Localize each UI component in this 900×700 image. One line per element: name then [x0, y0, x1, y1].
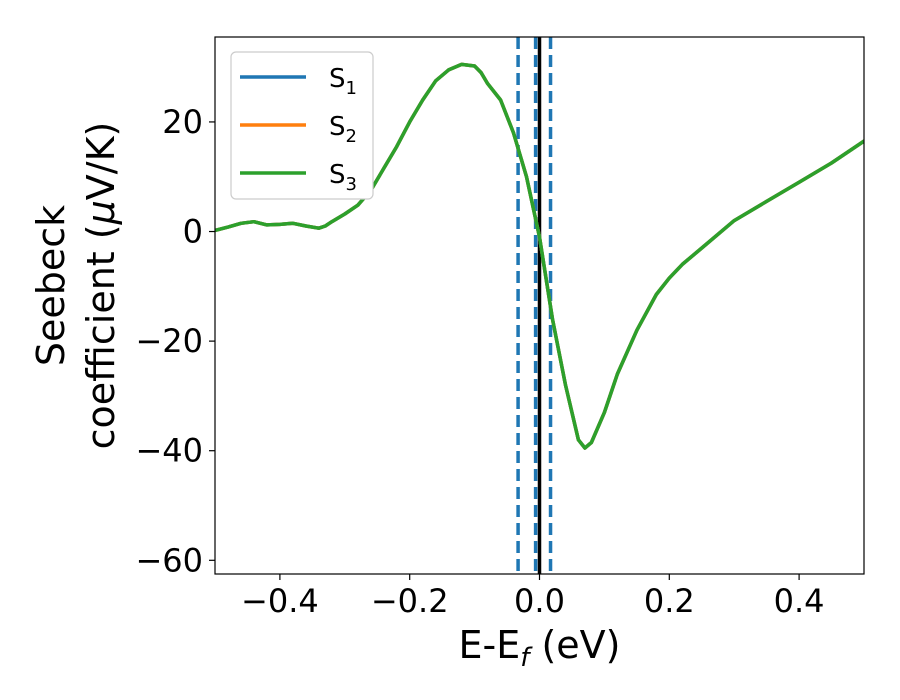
plot-area	[215, 37, 864, 574]
x-axis-label-unit: (eV)	[529, 623, 620, 667]
y-axis-label-suffix: V/K)	[79, 122, 123, 201]
legend-label-s3: S3	[329, 160, 357, 195]
y-axis-label-prefix: coefficient (	[79, 224, 123, 449]
y-tick-label: −40	[135, 432, 203, 470]
y-axis-label-line2: coefficient (μV/K)	[79, 122, 123, 450]
legend: S1 S2 S3	[230, 51, 374, 200]
y-axis-label-mu: μ	[79, 200, 123, 225]
y-axis-label-line1: Seebeck	[29, 205, 73, 366]
y-tick-label: −20	[135, 322, 203, 360]
y-tick-label: −60	[135, 541, 203, 579]
legend-label-s1: S1	[329, 64, 357, 99]
x-tick-label: −0.2	[371, 582, 449, 620]
x-tick-label: 0.4	[774, 582, 825, 620]
x-axis-label: E-Ef (eV)	[459, 623, 621, 673]
series-line-s3	[215, 62, 864, 450]
y-tick-label: 0	[183, 213, 203, 251]
x-tick-label: 0.0	[514, 582, 565, 620]
ticks: −0.4 −0.2 0.0 0.2 0.4 20 0 −20 −40 −60	[135, 103, 824, 620]
x-tick-label: 0.2	[644, 582, 695, 620]
x-tick-label: −0.4	[241, 582, 319, 620]
y-tick-label: 20	[162, 103, 203, 141]
x-axis-label-main: E-E	[459, 623, 521, 667]
legend-label-s2: S2	[329, 112, 357, 147]
